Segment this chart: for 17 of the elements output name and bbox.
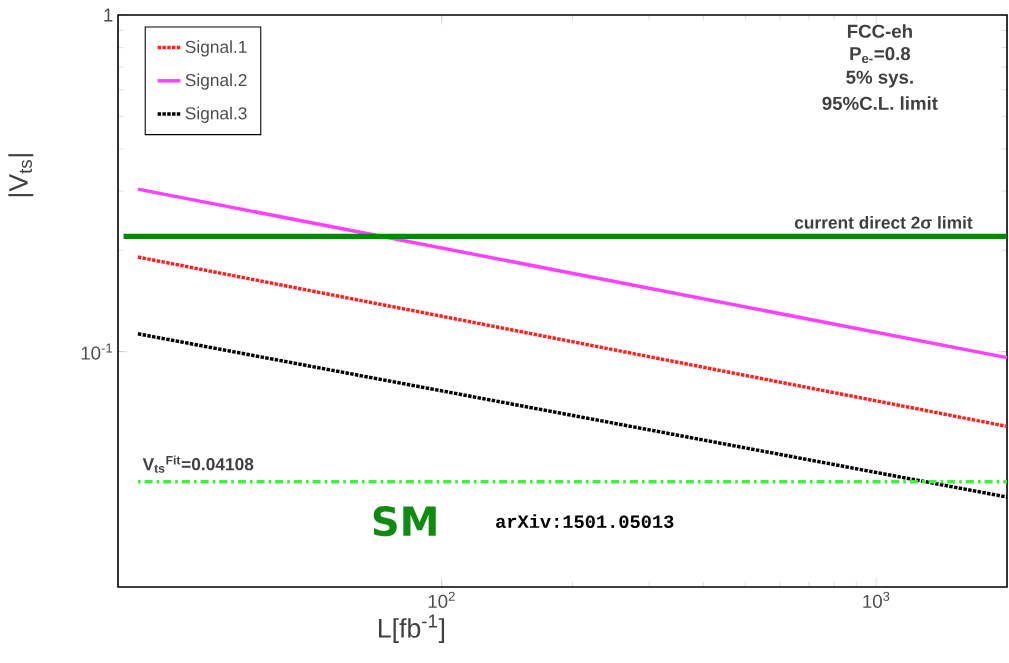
y-tick-label: 1 [104,8,113,22]
x-tick-label: 10$^{2}$ [428,591,455,608]
x-tick-label: 10$^{3}$ [863,591,890,608]
annotation: FCC-eh [847,24,912,38]
ref-line-label: V$_{ts}$$^{Fit}$=0.04108 [142,455,254,473]
annotation: 5% sys. [846,70,913,88]
y-tick-label: 10$^{-1}$ [81,343,112,360]
annotation: SM [373,506,436,537]
ref-line-label: current direct 2σ limit [794,216,973,229]
legend-label: Signal.3 [185,106,247,123]
annotation: 95%C.L. limit [822,96,938,110]
legend-label: Signal.1 [185,40,247,57]
annotation: P$_{e-}$=0.8 [850,47,911,64]
x-axis-title: L[fb$^{-1}$] [379,614,445,643]
legend-label: Signal.2 [185,73,247,90]
annotation: arXiv:1501.05013 [496,514,674,529]
y-axis-title: |V$_{ts}$| [8,154,34,197]
